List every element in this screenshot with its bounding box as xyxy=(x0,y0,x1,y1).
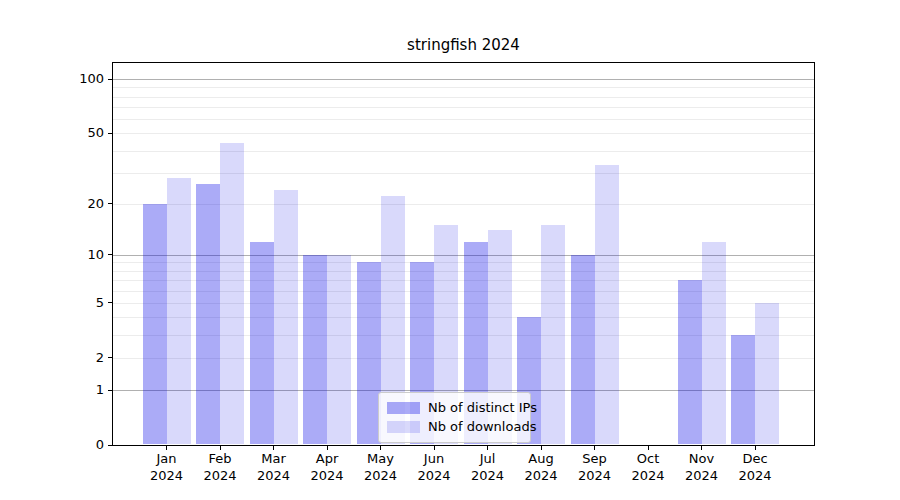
y-tick-label: 100 xyxy=(36,70,104,88)
gridline-minor xyxy=(113,151,814,152)
y-tick-label: 2 xyxy=(36,349,104,367)
bar-downloads-mar xyxy=(274,190,298,444)
y-tick-mark xyxy=(108,133,112,134)
gridline-major xyxy=(113,79,814,80)
x-tick-mark xyxy=(541,446,542,450)
y-tick-label: 5 xyxy=(36,294,104,312)
x-tick-mark xyxy=(380,446,381,450)
x-tick-mark xyxy=(327,446,328,450)
bar-distinct-ips-may xyxy=(357,262,381,444)
legend-row-distinct-ips: Nb of distinct IPs xyxy=(387,398,522,417)
bar-distinct-ips-sep xyxy=(571,255,595,444)
bar-distinct-ips-apr xyxy=(303,255,327,444)
y-tick-mark xyxy=(108,357,112,358)
x-tick-mark xyxy=(166,446,167,450)
legend-swatch-distinct-ips xyxy=(387,402,420,414)
bar-distinct-ips-nov xyxy=(678,280,702,444)
gridline-minor xyxy=(113,133,814,134)
x-tick-label-year: 2024 xyxy=(715,468,795,485)
legend: Nb of distinct IPs Nb of downloads xyxy=(378,392,531,443)
y-tick-label: 0 xyxy=(36,436,104,454)
bar-downloads-apr xyxy=(327,255,351,444)
y-tick-mark xyxy=(108,390,112,391)
legend-swatch-downloads xyxy=(387,421,420,433)
x-tick-mark xyxy=(701,446,702,450)
legend-label-downloads: Nb of downloads xyxy=(428,419,536,434)
bar-downloads-nov xyxy=(702,242,726,444)
x-tick-label: Dec2024 xyxy=(715,451,795,484)
y-tick-mark xyxy=(108,203,112,204)
gridline-minor xyxy=(113,173,814,174)
plot-area xyxy=(112,62,815,446)
gridline-minor xyxy=(113,97,814,98)
x-tick-mark xyxy=(487,446,488,450)
y-tick-mark xyxy=(108,254,112,255)
bar-downloads-sep xyxy=(595,165,619,444)
x-tick-mark xyxy=(273,446,274,450)
x-tick-mark xyxy=(434,446,435,450)
bar-downloads-feb xyxy=(220,143,244,444)
legend-label-distinct-ips: Nb of distinct IPs xyxy=(428,400,537,415)
bar-downloads-dec xyxy=(755,303,779,444)
gridline-minor xyxy=(113,119,814,120)
y-tick-mark xyxy=(108,445,112,446)
legend-row-downloads: Nb of downloads xyxy=(387,417,522,436)
bar-downloads-jan xyxy=(167,178,191,444)
chart-title: stringfish 2024 xyxy=(112,36,815,56)
y-tick-mark xyxy=(108,79,112,80)
y-tick-mark xyxy=(108,302,112,303)
x-tick-mark xyxy=(220,446,221,450)
figure: stringfish 2024 1005020105210Jan2024Feb2… xyxy=(0,0,900,500)
y-tick-label: 50 xyxy=(36,124,104,142)
bar-distinct-ips-jan xyxy=(143,204,167,444)
gridline-minor xyxy=(113,107,814,108)
y-tick-label: 1 xyxy=(36,381,104,399)
x-tick-mark xyxy=(648,446,649,450)
x-tick-mark xyxy=(594,446,595,450)
bar-downloads-aug xyxy=(541,225,565,444)
gridline-minor xyxy=(113,87,814,88)
x-tick-mark xyxy=(755,446,756,450)
bar-distinct-ips-mar xyxy=(250,242,274,444)
bar-distinct-ips-dec xyxy=(731,335,755,444)
y-tick-label: 10 xyxy=(36,246,104,264)
y-tick-label: 20 xyxy=(36,195,104,213)
bar-distinct-ips-feb xyxy=(196,184,220,444)
